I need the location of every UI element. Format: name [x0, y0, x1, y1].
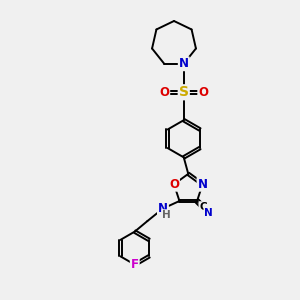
- Text: H: H: [162, 210, 171, 220]
- Text: O: O: [198, 86, 208, 99]
- Text: N: N: [204, 208, 213, 218]
- Text: F: F: [131, 258, 139, 271]
- Text: N: N: [179, 57, 189, 70]
- Text: O: O: [169, 178, 179, 191]
- Text: O: O: [159, 86, 169, 99]
- Text: S: S: [179, 85, 189, 99]
- Text: N: N: [158, 202, 168, 215]
- Text: N: N: [197, 178, 208, 191]
- Text: C: C: [199, 202, 207, 212]
